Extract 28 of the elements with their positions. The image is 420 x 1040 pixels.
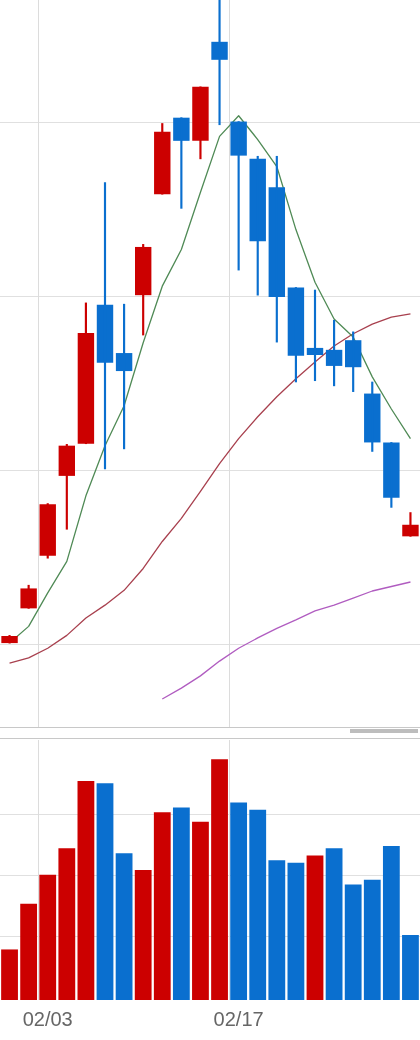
bar — [382, 845, 400, 1000]
bar — [172, 807, 190, 1000]
bar — [1, 949, 18, 1000]
bar — [20, 903, 38, 1000]
candlestick — [173, 117, 190, 209]
bar — [192, 821, 209, 1000]
bar — [211, 759, 228, 1000]
bar — [325, 848, 343, 1000]
bar — [287, 862, 305, 1000]
bar — [96, 783, 114, 1000]
bar — [77, 780, 95, 1000]
bar — [115, 853, 133, 1000]
x-tick-label: 02/17 — [213, 1007, 264, 1030]
bar — [39, 874, 57, 1000]
bar — [268, 860, 286, 1000]
candlestick — [383, 442, 400, 508]
bar — [344, 884, 362, 1000]
bar — [306, 855, 324, 1000]
candlestick — [20, 584, 37, 609]
bar — [58, 848, 76, 1000]
bar — [363, 879, 381, 1000]
bar — [249, 809, 267, 1000]
candlestick — [230, 121, 247, 271]
bar — [153, 812, 171, 1000]
bar — [134, 870, 152, 1000]
x-tick-label: 02/03 — [22, 1007, 73, 1030]
bar — [402, 935, 419, 1000]
bar — [230, 802, 248, 1000]
